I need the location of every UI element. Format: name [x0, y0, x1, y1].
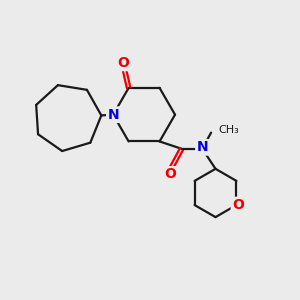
Text: O: O — [164, 167, 176, 182]
Text: O: O — [232, 198, 244, 212]
Text: O: O — [117, 56, 129, 70]
Text: N: N — [196, 140, 208, 154]
Text: CH₃: CH₃ — [218, 125, 239, 135]
Text: N: N — [107, 108, 119, 122]
